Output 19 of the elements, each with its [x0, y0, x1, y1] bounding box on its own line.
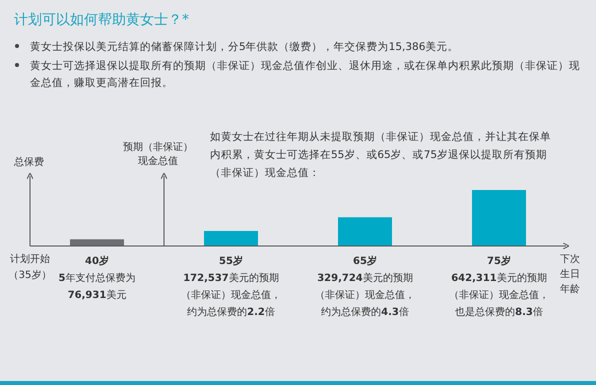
x-tick-label: 40岁	[85, 255, 109, 267]
data-label: 642,311美元的预期（非保证）现金总值，也是总保费的8.3倍	[449, 272, 549, 318]
text: 黄女士可选择退保以提取所有的预期（非保证）现金总值作创业、退休用途，或在保单内积累此预期（非保证）现金总值，赚取更高潜在回报。	[30, 59, 580, 89]
x-tick-label: 75岁	[487, 255, 511, 267]
text: 计划开始（35岁）	[8, 253, 52, 281]
bar	[338, 217, 392, 246]
y2-axis-title: 预期（非保证）现金总值	[123, 141, 193, 167]
bar	[472, 190, 526, 246]
data-label: 172,537美元的预期（非保证）现金总值，约为总保费的2.2倍	[181, 272, 281, 318]
bar	[204, 230, 258, 246]
text: 如黄女士在过往年期从未提取预期（非保证）现金总值，并让其在保单内积累，黄女士可选择在55岁、或65岁、或75岁退保以提取所有预期（非保证）现金总值：	[210, 130, 551, 179]
x-tick-label: 55岁	[219, 255, 243, 267]
chart-title: 计划可以如何帮助黄女士？*	[14, 12, 189, 28]
data-label: 5年支付总保费为76,931美元	[58, 272, 136, 301]
x-axis-title: 下次生日年龄	[560, 254, 580, 295]
y-axis-title: 总保费	[13, 156, 44, 168]
x-tick-label: 65岁	[353, 255, 377, 267]
text: 黄女士投保以美元结算的储蓄保障计划，分5年供款（缴费），年交保费为15,386美元。	[30, 40, 458, 53]
data-label: 329,724美元的预期（非保证）现金总值，约为总保费的4.3倍	[315, 272, 415, 318]
